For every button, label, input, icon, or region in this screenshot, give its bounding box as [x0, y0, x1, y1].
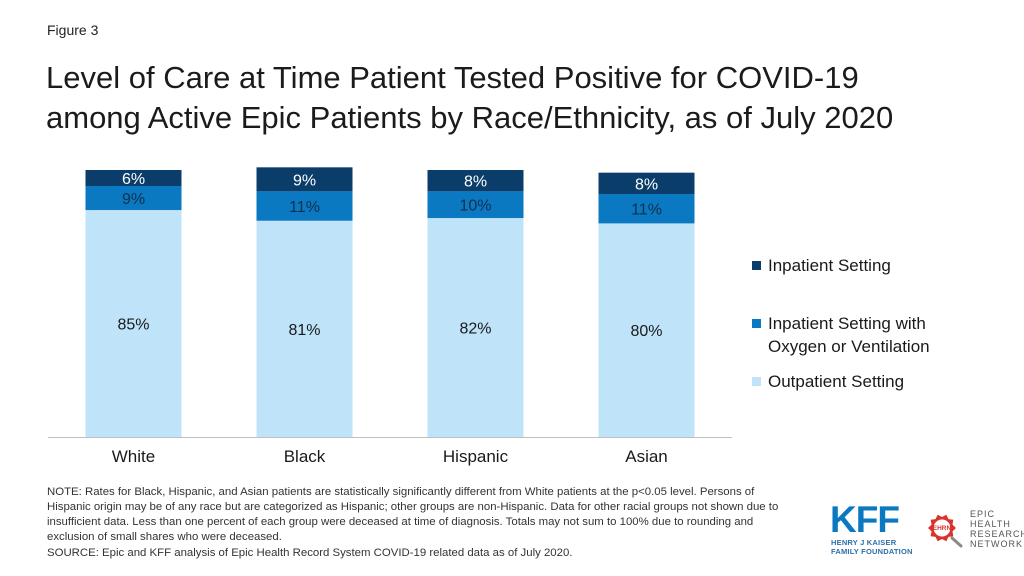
bar-segment-hispanic-inpatient-setting: [427, 170, 524, 192]
bar-segment-hispanic-outpatient-setting: [427, 218, 524, 437]
chart-title-line-1: Level of Care at Time Patient Tested Pos…: [46, 60, 859, 95]
data-label-asian-inpatient-setting-with-oxygen-or-ventilation: 11%: [631, 202, 662, 219]
legend-label-inpatient-oxygen-line-1: Inpatient Setting with: [768, 314, 926, 333]
bar-segment-white-inpatient-setting-with-oxygen-or-ventilation: [85, 186, 182, 211]
data-label-black-inpatient-setting-with-oxygen-or-ventilation: 11%: [289, 199, 320, 216]
ehrn-text-line-2: HEALTH: [970, 519, 1011, 529]
ehrn-logo-text: EPIC HEALTH RESEARCH NETWORK: [970, 509, 1024, 549]
bar-segment-hispanic-inpatient-setting-with-oxygen-or-ventilation: [427, 191, 524, 219]
chart-title-line-2: among Active Epic Patients by Race/Ethni…: [46, 100, 894, 135]
data-label-white-outpatient-setting: 85%: [117, 317, 149, 334]
bar-segment-white-inpatient-setting: [85, 170, 182, 187]
bar-segment-asian-outpatient-setting: [598, 223, 695, 437]
bar-segment-white-outpatient-setting: [85, 210, 182, 437]
source-note: SOURCE: Epic and KFF analysis of Epic He…: [47, 547, 573, 559]
x-tick-label-black: Black: [284, 447, 326, 466]
ehrn-text-line-3: RESEARCH: [970, 529, 1024, 539]
bar-segment-asian-inpatient-setting: [598, 172, 695, 195]
footnote: NOTE: Rates for Black, Hispanic, and Asi…: [47, 486, 779, 543]
data-label-hispanic-inpatient-setting-with-oxygen-or-ventilation: 10%: [459, 198, 491, 215]
bar-segment-black-outpatient-setting: [256, 220, 353, 437]
x-tick-label-hispanic: Hispanic: [443, 447, 509, 466]
legend-label-inpatient-oxygen-line-2: Oxygen or Ventilation: [768, 337, 930, 356]
data-label-white-inpatient-setting: 6%: [122, 171, 145, 188]
data-label-white-inpatient-setting-with-oxygen-or-ventilation: 9%: [122, 191, 145, 208]
legend-item-inpatient-oxygen: Inpatient Setting with Oxygen or Ventila…: [752, 312, 1012, 358]
chart-title: Level of Care at Time Patient Tested Pos…: [46, 58, 1006, 138]
legend-item-outpatient: Outpatient Setting: [752, 370, 1012, 393]
legend-swatch-outpatient: [752, 377, 761, 386]
ehrn-badge-text: EHRN: [933, 525, 952, 532]
legend-item-inpatient: Inpatient Setting: [752, 254, 1012, 277]
legend-label-inpatient: Inpatient Setting: [768, 256, 891, 275]
data-label-hispanic-inpatient-setting: 8%: [464, 174, 487, 191]
data-label-hispanic-outpatient-setting: 82%: [459, 321, 491, 338]
ehrn-gear-logo-icon: EHRN: [928, 514, 963, 548]
ehrn-text-line-1: EPIC: [970, 509, 996, 519]
data-label-asian-outpatient-setting: 80%: [630, 323, 662, 340]
gear-icon: [928, 514, 963, 548]
data-label-black-inpatient-setting: 9%: [293, 172, 316, 189]
magnifier-handle: [950, 536, 963, 548]
bar-segment-asian-inpatient-setting-with-oxygen-or-ventilation: [598, 194, 695, 224]
legend-label-outpatient: Outpatient Setting: [768, 372, 905, 391]
x-tick-label-white: White: [112, 447, 155, 466]
kff-subtitle-line-2: FAMILY FOUNDATION: [831, 547, 913, 556]
bar-segment-black-inpatient-setting-with-oxygen-or-ventilation: [256, 191, 353, 221]
ehrn-text-line-4: NETWORK: [970, 539, 1023, 549]
legend-swatch-inpatient: [752, 261, 761, 270]
kff-logo-subtitle: HENRY J KAISER FAMILY FOUNDATION: [831, 538, 913, 556]
bar-segment-black-inpatient-setting: [256, 167, 353, 192]
legend-swatch-inpatient-oxygen: [752, 319, 761, 328]
x-tick-label-asian: Asian: [625, 447, 668, 466]
kff-subtitle-line-1: HENRY J KAISER: [831, 538, 897, 547]
logo-group: KFF HENRY J KAISER FAMILY FOUNDATION EHR…: [830, 499, 1024, 562]
figure-label: Figure 3: [47, 22, 99, 38]
data-label-black-outpatient-setting: 81%: [288, 322, 320, 339]
data-label-asian-inpatient-setting: 8%: [635, 176, 658, 193]
gear-center: [933, 519, 951, 537]
kff-logo: KFF: [830, 499, 900, 540]
